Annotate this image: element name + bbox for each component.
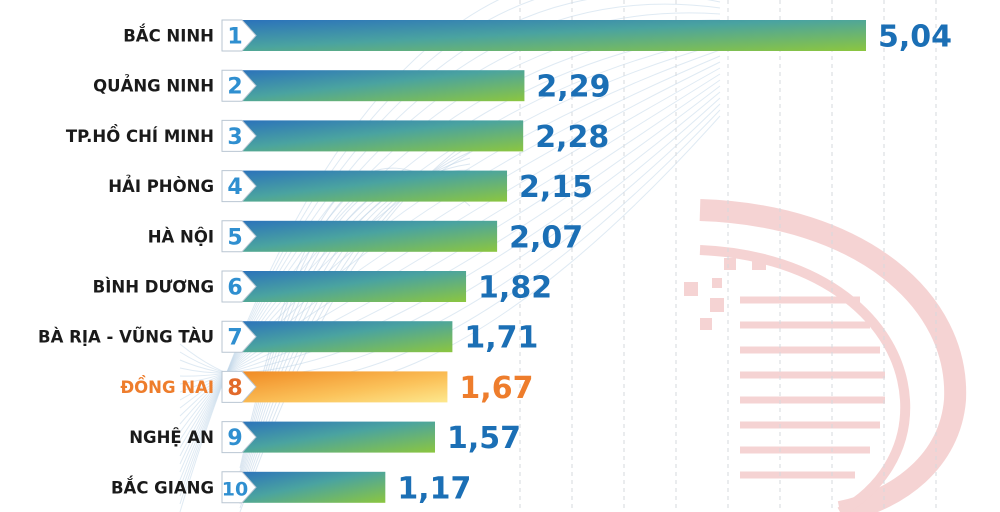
bar-row: BÌNH DƯƠNG 6 1,82	[93, 270, 552, 306]
value-label: 1,82	[478, 271, 552, 306]
value-label: 1,57	[447, 421, 521, 456]
rank-label: 3	[227, 125, 242, 150]
value-label: 1,17	[397, 471, 471, 506]
category-label: TP.HỒ CHÍ MINH	[66, 124, 214, 146]
bar	[240, 70, 525, 102]
rank-badge	[221, 471, 257, 504]
rank-badge	[221, 220, 257, 253]
bar-row: QUẢNG NINH 2 2,29	[93, 69, 610, 105]
decor-curve	[179, 79, 721, 393]
rank-badge	[221, 119, 257, 152]
bar-row: BẮC NINH 1 5,04	[123, 19, 952, 55]
rank-badge	[221, 320, 257, 353]
rank-label: 1	[227, 25, 242, 50]
bar-row: HÀ NỘI 5 2,07	[148, 220, 583, 255]
bar-row: ĐỒNG NAI 8 1,67	[120, 370, 533, 406]
bar	[240, 371, 448, 403]
rank-label: 8	[227, 376, 242, 401]
bar-row: TP.HỒ CHÍ MINH 3 2,28	[66, 120, 609, 155]
rank-badge	[221, 69, 257, 102]
rank-label: 2	[227, 75, 242, 100]
value-label: 2,29	[536, 70, 610, 105]
rank-label: 6	[227, 276, 242, 301]
bars: BẮC NINH 1 5,04 QUẢNG NINH 2 2,29 TP.HỒ CHÍ MI…	[38, 19, 952, 506]
rank-label: 4	[227, 175, 242, 200]
value-label: 2,28	[535, 120, 609, 155]
value-label: 1,67	[459, 371, 533, 406]
bar-row: NGHỆ AN 9 1,57	[129, 421, 521, 456]
decor-curve	[179, 73, 721, 401]
category-label: QUẢNG NINH	[93, 75, 214, 96]
bar	[240, 120, 524, 152]
bar	[240, 271, 467, 302]
bar-row: HẢI PHÒNG 4 2,15	[108, 170, 593, 205]
rank-badge	[221, 421, 257, 454]
rank-label: 7	[227, 326, 242, 351]
value-label: 2,07	[509, 220, 583, 255]
bar-row: BÀ RỊA - VŨNG TÀU 7 1,71	[38, 320, 538, 356]
category-label: HÀ NỘI	[148, 226, 214, 246]
rank-badge	[221, 370, 257, 403]
bar-row: BẮC GIANG 10 1,17	[111, 471, 471, 506]
bar	[240, 20, 866, 51]
value-label: 5,04	[878, 20, 952, 55]
rank-badge	[221, 170, 257, 203]
bar	[240, 170, 508, 202]
bar	[240, 471, 386, 503]
decor-curve	[179, 55, 721, 425]
value-label: 2,15	[519, 170, 593, 205]
category-label: HẢI PHÒNG	[108, 175, 214, 196]
category-label: BÀ RỊA - VŨNG TÀU	[38, 328, 214, 347]
category-label: BẮC GIANG	[111, 476, 214, 497]
rank-label: 10	[222, 478, 248, 500]
value-label: 1,71	[464, 321, 538, 356]
rank-label: 5	[227, 225, 242, 250]
bar	[240, 220, 498, 252]
rank-label: 9	[227, 426, 242, 451]
rank-badge	[221, 270, 257, 303]
bar	[240, 321, 453, 353]
category-label: BẮC NINH	[123, 25, 214, 46]
bar	[240, 421, 436, 453]
category-label: BÌNH DƯƠNG	[93, 278, 214, 297]
rank-badge	[221, 19, 257, 52]
category-label: ĐỒNG NAI	[120, 375, 214, 397]
category-label: NGHỆ AN	[129, 427, 214, 447]
watermark-logo	[684, 199, 967, 512]
gridlines	[519, 0, 937, 512]
